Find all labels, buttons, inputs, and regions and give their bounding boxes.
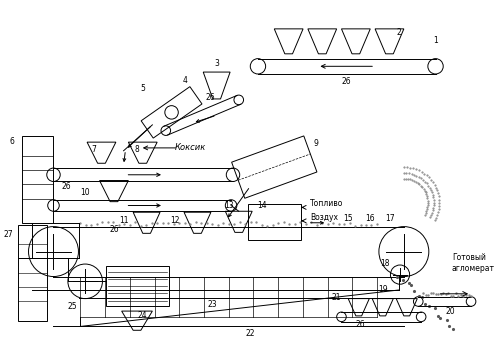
Text: 22: 22 bbox=[246, 329, 255, 338]
Text: 23: 23 bbox=[207, 300, 216, 309]
Text: 19: 19 bbox=[378, 285, 388, 295]
Text: 26: 26 bbox=[61, 182, 71, 191]
Text: 9: 9 bbox=[313, 138, 318, 148]
Bar bbox=[106, 266, 168, 306]
Text: Готовый
агломерат: Готовый агломерат bbox=[452, 253, 495, 273]
Text: 6: 6 bbox=[10, 137, 14, 146]
Text: 1: 1 bbox=[433, 36, 438, 45]
Text: 4: 4 bbox=[182, 76, 188, 85]
Text: 27: 27 bbox=[4, 230, 13, 239]
Bar bbox=[248, 204, 301, 240]
Text: 26: 26 bbox=[205, 93, 215, 102]
Text: 13: 13 bbox=[224, 201, 234, 210]
Text: 18: 18 bbox=[380, 258, 390, 268]
Text: 21: 21 bbox=[332, 293, 342, 301]
Text: Коксик: Коксик bbox=[175, 144, 206, 152]
Text: Воздух: Воздух bbox=[310, 212, 338, 222]
Text: 12: 12 bbox=[170, 216, 180, 225]
Text: 26: 26 bbox=[356, 321, 366, 329]
Text: Топливо: Топливо bbox=[310, 199, 343, 208]
Bar bbox=[22, 136, 52, 223]
Text: 20: 20 bbox=[445, 307, 455, 316]
Text: 17: 17 bbox=[386, 214, 395, 223]
Text: 15: 15 bbox=[344, 214, 353, 223]
Text: 8: 8 bbox=[134, 145, 140, 154]
Text: 24: 24 bbox=[138, 311, 147, 321]
Text: 10: 10 bbox=[80, 188, 90, 196]
Text: 2: 2 bbox=[396, 28, 402, 37]
Text: 14: 14 bbox=[257, 201, 266, 210]
Text: 25: 25 bbox=[68, 302, 78, 311]
Text: 7: 7 bbox=[92, 145, 96, 154]
Text: 3: 3 bbox=[214, 59, 219, 68]
Text: 26: 26 bbox=[109, 225, 119, 234]
Bar bbox=[18, 225, 47, 321]
Text: 16: 16 bbox=[366, 214, 375, 223]
Text: 5: 5 bbox=[140, 84, 145, 93]
Text: 11: 11 bbox=[119, 216, 128, 225]
Text: 26: 26 bbox=[342, 77, 351, 86]
